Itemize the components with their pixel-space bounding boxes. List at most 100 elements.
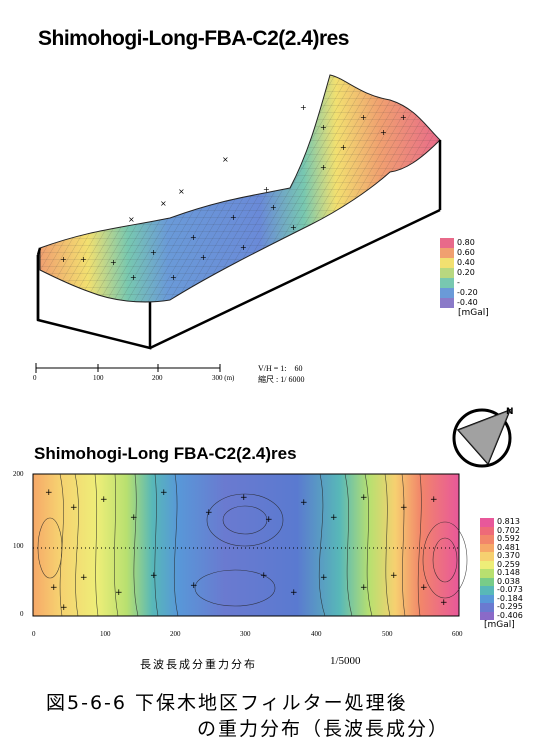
legend-entry: 0.370 [480,551,523,561]
svg-text:+: + [320,573,328,583]
svg-text:+: + [330,513,338,523]
legend-entry: 0.592 [480,534,523,544]
legend-label: -0.40 [457,298,478,307]
svg-text:+: + [110,258,117,267]
legend-swatch [440,278,454,288]
svg-text:+: + [420,583,428,593]
svg-text:+: + [360,583,368,593]
y-tick-100: 100 [13,542,24,550]
svg-text:+: + [320,163,327,172]
svg-text:+: + [150,248,157,257]
x-tick-0: 0 [32,630,36,638]
svg-text:+: + [340,143,347,152]
legend-swatch [440,258,454,268]
svg-text:+: + [260,571,268,581]
bottom-legend: 0.813 0.702 0.592 0.481 0.370 0.259 0.148 0.038… [480,517,523,630]
svg-text:×: × [128,215,135,224]
bottom-subtitle: 長波長成分重力分布 [140,658,257,671]
legend-swatch [480,611,494,620]
legend-swatch [480,518,494,527]
legend-swatch [480,543,494,552]
legend-entry: -0.073 [480,585,523,595]
legend-swatch [440,268,454,278]
svg-text:+: + [240,493,248,503]
legend-swatch [440,298,454,308]
legend-label: 0.813 [497,517,520,526]
legend-label: -0.073 [497,585,523,594]
legend-label: 0.370 [497,551,520,560]
svg-text:+: + [263,185,270,194]
legend-label: -0.295 [497,602,523,611]
svg-text:+: + [440,598,448,608]
svg-text:+: + [230,213,237,222]
legend-label: 0.148 [497,568,520,577]
x-tick-400: 400 [311,630,322,638]
legend-entry: 0.038 [480,577,523,586]
legend-swatch [440,238,454,248]
legend-swatch [480,603,494,612]
svg-text:+: + [50,583,58,593]
legend-label: 0.481 [497,542,520,552]
legend-entry: - [440,278,489,288]
legend-label: -0.406 [497,610,523,620]
legend-entry: -0.40 [440,298,489,308]
legend-swatch [480,526,494,535]
legend-label: 0.259 [497,559,520,569]
legend-label: -0.184 [497,593,523,603]
legend-swatch [480,560,494,569]
contour-map: ++++ ++++ ++++ ++++ ++++ ++++ ++ [32,473,468,617]
svg-text:+: + [160,488,168,498]
svg-text:+: + [265,515,273,525]
legend-entry: 0.40 [440,258,489,268]
vh-ratio-label: V/H = 1: 60 [258,364,303,373]
legend-swatch [480,577,494,586]
y-tick-200: 200 [13,470,24,478]
svg-text:N: N [506,407,514,417]
legend-swatch [480,535,494,544]
legend-entry: -0.20 [440,288,489,298]
svg-text:×: × [160,199,167,208]
scale-label-200: 200 [152,374,163,382]
legend-swatch [480,586,494,595]
scale-label-100: 100 [93,374,104,382]
svg-text:+: + [60,255,67,264]
svg-text:+: + [300,498,308,508]
svg-text:+: + [70,503,78,513]
legend-label: 0.592 [497,534,520,543]
legend-entry: 0.702 [480,526,523,535]
legend-label: -0.20 [457,288,478,297]
legend-entry: 0.20 [440,268,489,278]
svg-text:+: + [380,128,387,137]
svg-text:+: + [100,495,108,505]
survey-crosses: ++++ ++++ ++++ ++++ ++++ ++++ ++ [45,488,448,613]
svg-text:+: + [360,493,368,503]
svg-text:×: × [222,155,229,164]
top-map-title: Shimohogi-Long-FBA-C2(2.4)res [38,27,350,50]
svg-text:+: + [60,603,68,613]
north-arrow-icon: N [452,407,514,468]
legend-swatch [480,552,494,561]
y-tick-0: 0 [20,610,24,618]
legend-label: 0.20 [457,268,475,277]
legend-label: 0.40 [457,258,475,267]
legend-swatch [480,569,494,578]
x-tick-500: 500 [382,630,393,638]
legend-swatch [440,288,454,298]
legend-entry: 0.481 [480,542,523,552]
svg-text:+: + [130,513,138,523]
bottom-map-title: Shimohogi-Long FBA-C2(2.4)res [34,444,297,463]
svg-text:+: + [270,203,277,212]
svg-text:+: + [400,503,408,513]
x-tick-100: 100 [100,630,111,638]
svg-text:+: + [290,588,298,598]
svg-text:+: + [290,223,297,232]
svg-text:+: + [400,113,407,122]
svg-text:+: + [150,571,158,581]
svg-text:+: + [205,508,213,518]
legend-entry: -0.184 [480,593,523,603]
scale-ratio-label: 縮尺 : 1/ 6000 [258,375,305,384]
figure-caption-line1: 図5-6-6 下保木地区フィルター処理後 [46,692,408,714]
perspective-surface-plot: ××× ×++ +++ +++ +++ + ++ +++ +++ [35,74,442,373]
legend-entry: 0.60 [440,248,489,258]
svg-text:+: + [115,588,123,598]
